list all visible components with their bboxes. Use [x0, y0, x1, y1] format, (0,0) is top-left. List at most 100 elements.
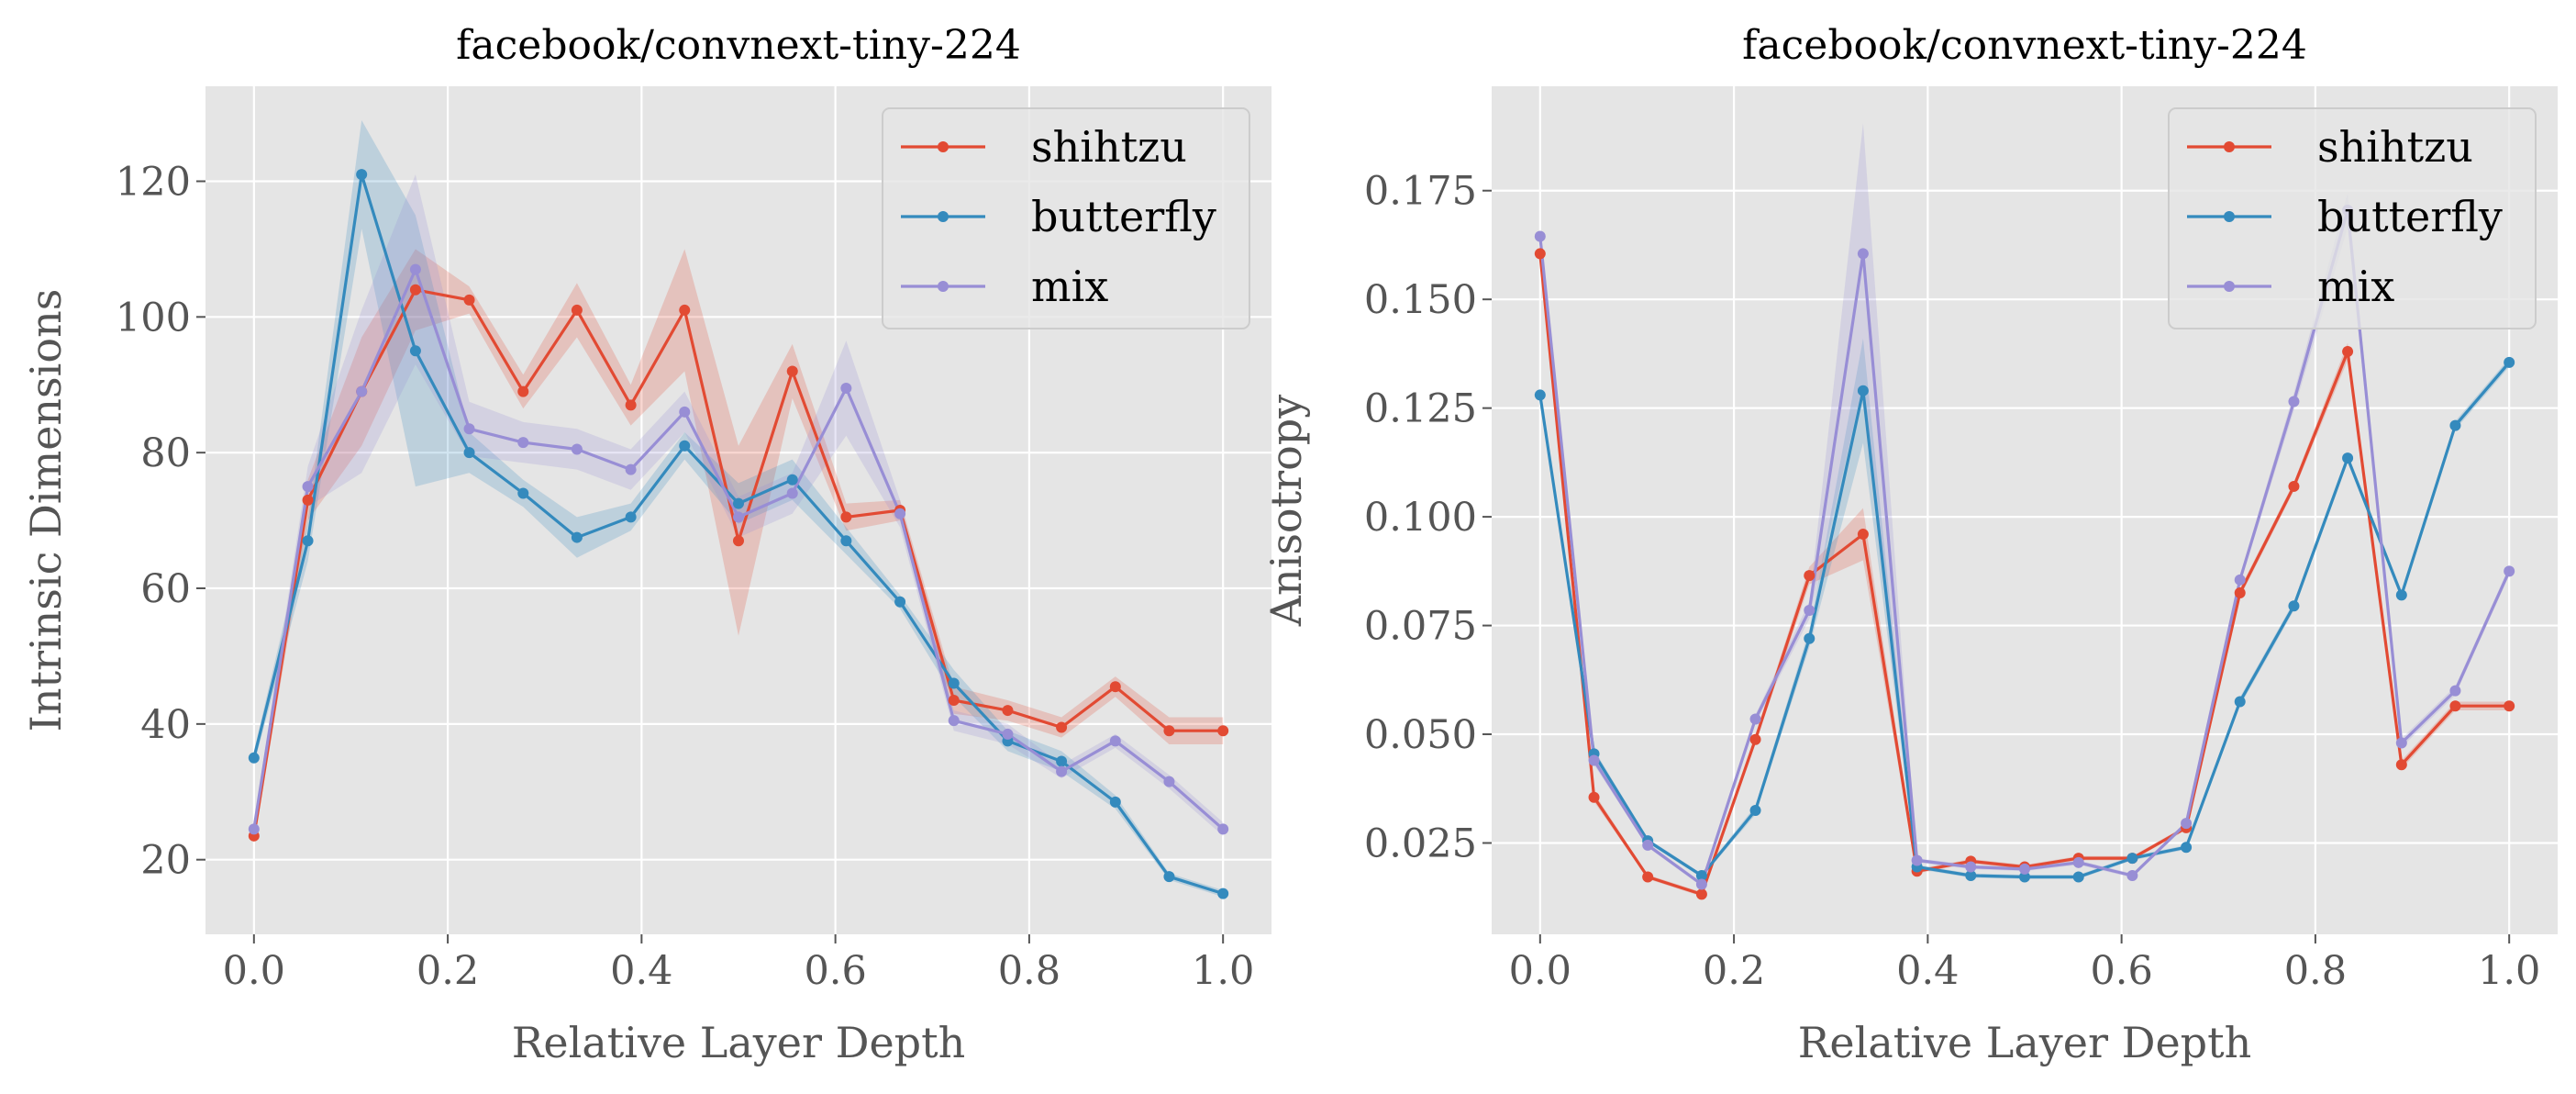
data-point-mix [517, 437, 529, 449]
x-tick-label: 0.6 [804, 948, 866, 994]
data-point-mix [2181, 818, 2193, 830]
data-point-mix [948, 715, 960, 727]
data-point-shihtzu [1857, 529, 1869, 541]
data-point-shihtzu [463, 294, 475, 306]
data-points [248, 169, 1229, 899]
data-point-mix [1749, 713, 1761, 725]
x-tick-label: 0.2 [416, 948, 479, 994]
x-tick-label: 0.6 [2090, 948, 2152, 994]
legend-box [882, 107, 1250, 329]
data-point-shihtzu [409, 284, 421, 296]
data-point-mix [2072, 856, 2084, 868]
data-point-butterfly [840, 535, 852, 547]
data-point-mix [1056, 765, 1068, 777]
legend: shihtzu butterfly mix [882, 107, 1250, 329]
y-tick-label: 0.150 [1364, 277, 1477, 323]
legend: shihtzu butterfly mix [2168, 107, 2537, 329]
x-tick-label: 0.8 [998, 948, 1060, 994]
y-tick-label: 0.050 [1364, 712, 1477, 758]
data-point-butterfly [1109, 796, 1121, 808]
data-point-mix [2504, 565, 2515, 577]
y-tick-label: 80 [140, 430, 191, 476]
y-tick-label: 40 [140, 702, 191, 748]
data-point-butterfly [571, 531, 583, 543]
data-point-mix [1642, 839, 1654, 851]
y-axis-label: Anisotropy [1261, 395, 1311, 627]
data-point-butterfly [1857, 385, 1869, 396]
data-point-shihtzu [840, 511, 852, 523]
data-point-mix [1804, 604, 1815, 616]
x-axis-label: Relative Layer Depth [1798, 1018, 2251, 1067]
legend-label-mix: mix [1031, 262, 1108, 311]
legend-marker-shihtzu [938, 141, 949, 152]
data-point-shihtzu [1642, 871, 1654, 883]
data-point-mix [1695, 878, 1707, 890]
legend-box [2168, 107, 2537, 329]
data-point-butterfly [2181, 842, 2193, 854]
x-axis-label: Relative Layer Depth [512, 1018, 965, 1067]
data-point-butterfly [1056, 755, 1068, 767]
data-point-shihtzu [1749, 733, 1761, 745]
data-point-shihtzu [733, 535, 744, 547]
x-tick-label: 0.4 [1896, 948, 1959, 994]
data-point-butterfly [302, 535, 314, 547]
data-point-shihtzu [2504, 700, 2515, 712]
data-point-butterfly [679, 440, 691, 452]
y-tick-label: 0.175 [1364, 169, 1477, 215]
legend-label-butterfly: butterfly [2317, 192, 2503, 241]
data-point-mix [1002, 728, 1014, 740]
data-point-mix [2395, 737, 2407, 749]
data-point-butterfly [2449, 419, 2461, 431]
data-point-mix [409, 263, 421, 275]
data-point-shihtzu [1804, 570, 1815, 582]
y-tick-label: 120 [116, 159, 191, 205]
legend-label-shihtzu: shihtzu [2317, 122, 2473, 172]
data-point-shihtzu [302, 494, 314, 506]
data-point-mix [2288, 396, 2300, 407]
data-point-butterfly [625, 511, 637, 523]
data-point-mix [1965, 861, 1977, 873]
chart-intrinsic-dimensions: 0.0 0.2 0.4 0.6 0.8 1.0 20 40 60 80 100 120 faceboo… [21, 22, 1271, 1067]
y-tick-label: 60 [140, 566, 191, 612]
data-point-mix [1857, 248, 1869, 260]
data-point-shihtzu [2288, 480, 2300, 492]
data-point-butterfly [948, 677, 960, 689]
data-point-butterfly [2395, 589, 2407, 601]
data-point-shihtzu [1695, 888, 1707, 900]
grid-lines [1492, 86, 2558, 934]
data-point-shihtzu [2395, 759, 2407, 771]
data-point-butterfly [894, 596, 906, 608]
data-point-mix [571, 443, 583, 455]
data-point-butterfly [1695, 870, 1707, 882]
y-tick-label: 100 [116, 295, 191, 340]
chart-title: facebook/convnext-tiny-224 [456, 22, 1021, 69]
legend-marker-butterfly [2224, 211, 2235, 222]
legend-label-mix: mix [2317, 262, 2394, 311]
y-tick-label: 0.075 [1364, 604, 1477, 650]
data-point-butterfly [463, 447, 475, 459]
data-point-mix [2019, 863, 2030, 875]
data-point-mix [2449, 685, 2461, 697]
data-point-mix [2126, 870, 2138, 882]
data-point-butterfly [1534, 389, 1546, 401]
x-tick-label: 0.4 [610, 948, 672, 994]
data-point-mix [1534, 230, 1546, 242]
x-tick-label: 0.8 [2284, 948, 2347, 994]
data-point-shihtzu [1109, 681, 1121, 693]
data-point-mix [302, 481, 314, 493]
data-point-mix [786, 487, 798, 499]
data-point-shihtzu [679, 304, 691, 316]
legend-marker-mix [938, 281, 949, 292]
data-point-mix [1911, 854, 1923, 866]
data-point-shihtzu [1217, 725, 1229, 737]
data-point-shihtzu [1588, 791, 1600, 803]
data-point-shihtzu [571, 304, 583, 316]
data-point-mix [733, 511, 744, 523]
data-point-mix [1163, 776, 1175, 787]
data-point-butterfly [1217, 887, 1229, 899]
data-point-shihtzu [1163, 725, 1175, 737]
data-point-shihtzu [2342, 346, 2354, 358]
data-point-shihtzu [786, 365, 798, 377]
x-tick-label: 0.0 [1509, 948, 1571, 994]
